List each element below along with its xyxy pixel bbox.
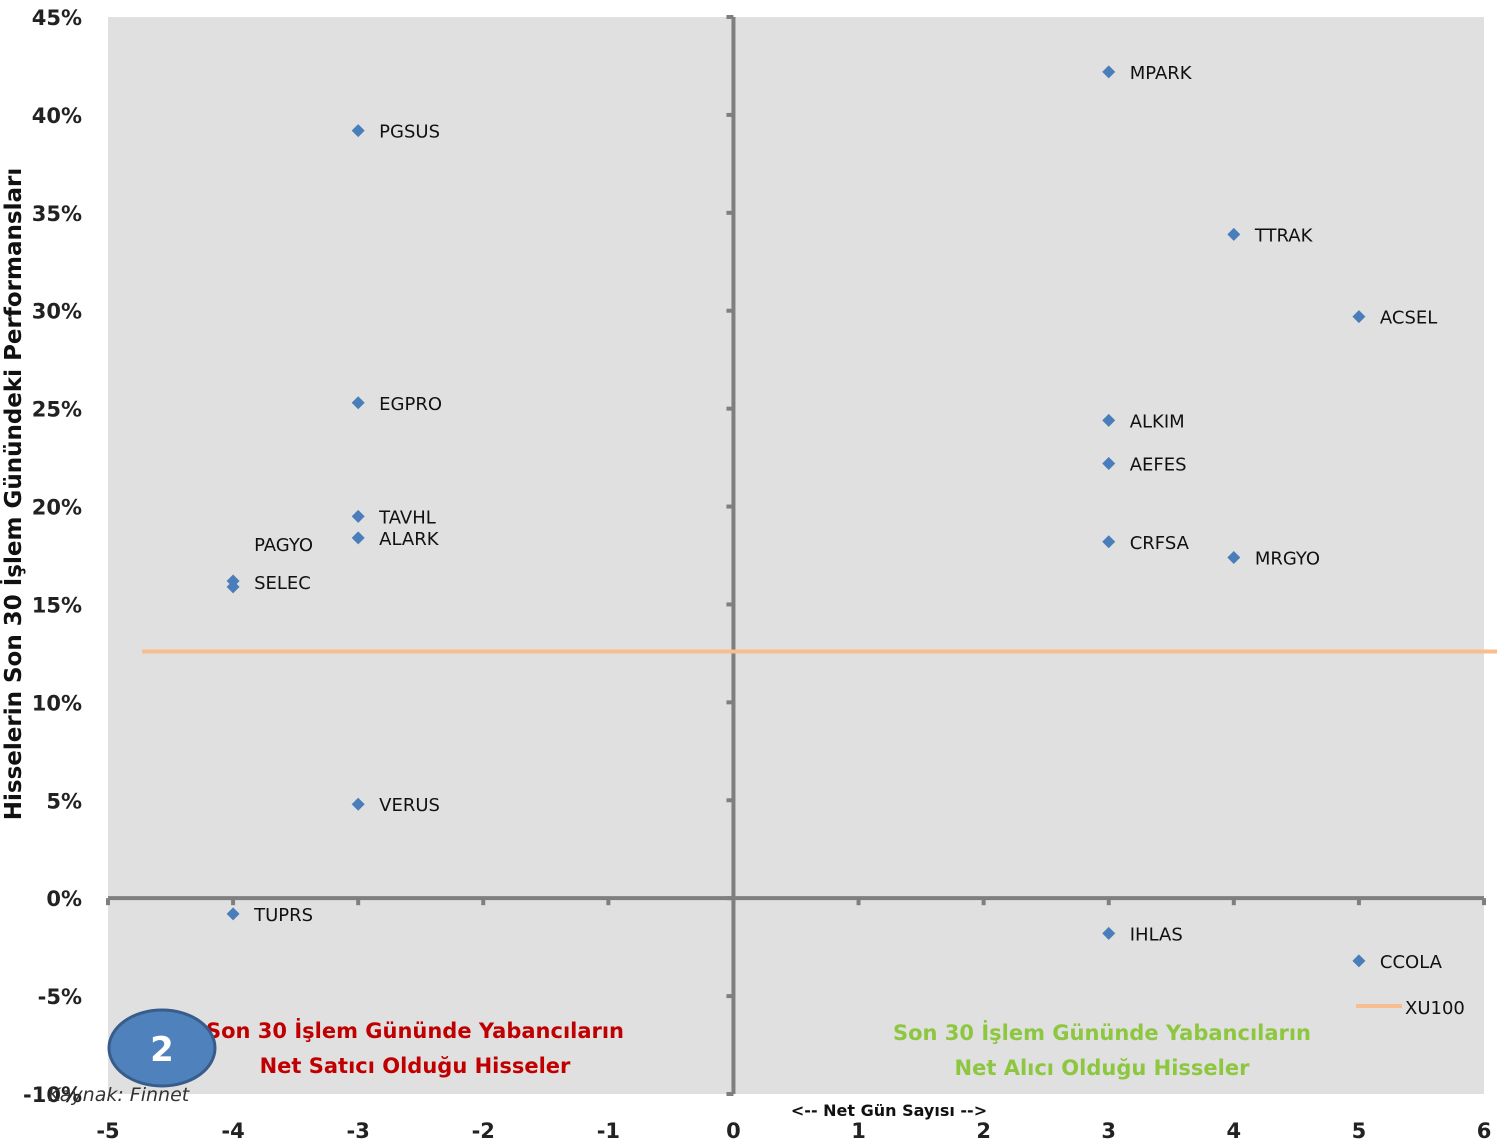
axes [106,15,1486,1096]
y-tick-label: 25% [32,398,82,422]
point-label-egpro: EGPRO [379,394,442,415]
y-tick-label: -5% [38,985,82,1009]
y-tick-label: 10% [32,691,82,715]
point-marker-crfsa [1102,535,1116,549]
point-label-mrgyo: MRGYO [1255,548,1320,569]
y-tick-label: 30% [32,300,82,324]
point-marker-pgsus [351,124,365,138]
y-tick-label: 15% [32,593,82,617]
y-tick-label: 20% [32,496,82,520]
x-tick-label: -2 [472,1119,495,1143]
point-marker-mpark [1102,65,1116,79]
x-tick-label: 2 [976,1119,991,1143]
point-label-ccola: CCOLA [1380,952,1443,973]
annotation-net-buyer-line1: Son 30 İşlem Gününde Yabancıların [893,1020,1311,1045]
x-tick-label: 1 [851,1119,866,1143]
y-tick-label: 0% [46,887,82,911]
point-label-mpark: MPARK [1130,63,1193,84]
point-label-aefes: AEFES [1130,454,1187,475]
point-marker-tuprs [226,907,240,921]
point-label-acsel: ACSEL [1380,308,1437,329]
tick-labels: -5 -4 -3 -2 -1 0 1 2 3 4 5 6 -10% -5% 0% 5% 10% 15% 20% 25%… [23,6,1491,1143]
source-note: Kaynak: Finnet [48,1084,191,1106]
x-tick-label: 0 [726,1119,741,1143]
point-label-alkim: ALKIM [1130,411,1185,432]
point-label-pagyo: PAGYO [254,535,313,556]
point-marker-acsel [1352,310,1366,324]
badge-number: 2 [150,1030,174,1070]
x-tick-label: -4 [221,1119,244,1143]
x-tick-label: 6 [1477,1119,1492,1143]
point-label-verus: VERUS [379,795,440,816]
x-tick-label: 5 [1352,1119,1367,1143]
legend-xu100-label: XU100 [1405,998,1465,1019]
y-tick-label: 40% [32,104,82,128]
point-marker-mrgyo [1227,550,1241,564]
data-points: MPARK PGSUS TTRAK ACSEL EGPRO ALKIM AEFES TAVHL… [226,63,1443,973]
point-label-tuprs: TUPRS [253,905,313,926]
point-label-alark: ALARK [379,529,440,550]
x-tick-label: -3 [347,1119,370,1143]
point-marker-ttrak [1227,227,1241,241]
x-tick-label: 3 [1101,1119,1116,1143]
y-tick-label: 45% [32,6,82,30]
annotation-net-buyer-line2: Net Alıcı Olduğu Hisseler [955,1056,1251,1080]
point-marker-egpro [351,396,365,410]
legend: XU100 [1356,998,1465,1019]
plot-area [108,17,1484,1094]
point-marker-alark [351,531,365,545]
x-tick-label: 4 [1227,1119,1242,1143]
x-tick-label: -5 [96,1119,119,1143]
annotation-net-seller-line2: Net Satıcı Olduğu Hisseler [260,1054,571,1078]
point-marker-ihlas [1102,926,1116,940]
point-marker-aefes [1102,456,1116,470]
point-label-selec: SELEC [254,573,311,594]
point-label-tavhl: TAVHL [378,507,436,528]
badge-circle [107,1008,217,1088]
x-tick-label: -1 [597,1119,620,1143]
point-label-pgsus: PGSUS [379,122,440,143]
y-tick-label: 5% [46,789,82,813]
y-tick-label: -10% [23,1083,82,1107]
y-axis-label: Hisselerin Son 30 İşlem Günündeki Perfor… [0,168,27,820]
point-marker-alkim [1102,413,1116,427]
annotation-net-seller-line1: Son 30 İşlem Gününde Yabancıların [206,1018,624,1043]
point-label-ihlas: IHLAS [1130,924,1183,945]
point-marker-ccola [1352,954,1366,968]
x-axis-label: <-- Net Gün Sayısı --> [791,1101,987,1120]
page-badge: 2 [107,1008,217,1088]
point-marker-tavhl [351,509,365,523]
y-tick-label: 35% [32,202,82,226]
point-marker-selec [226,580,240,594]
point-marker-verus [351,797,365,811]
point-label-crfsa: CRFSA [1130,533,1190,554]
point-label-ttrak: TTRAK [1254,225,1314,246]
